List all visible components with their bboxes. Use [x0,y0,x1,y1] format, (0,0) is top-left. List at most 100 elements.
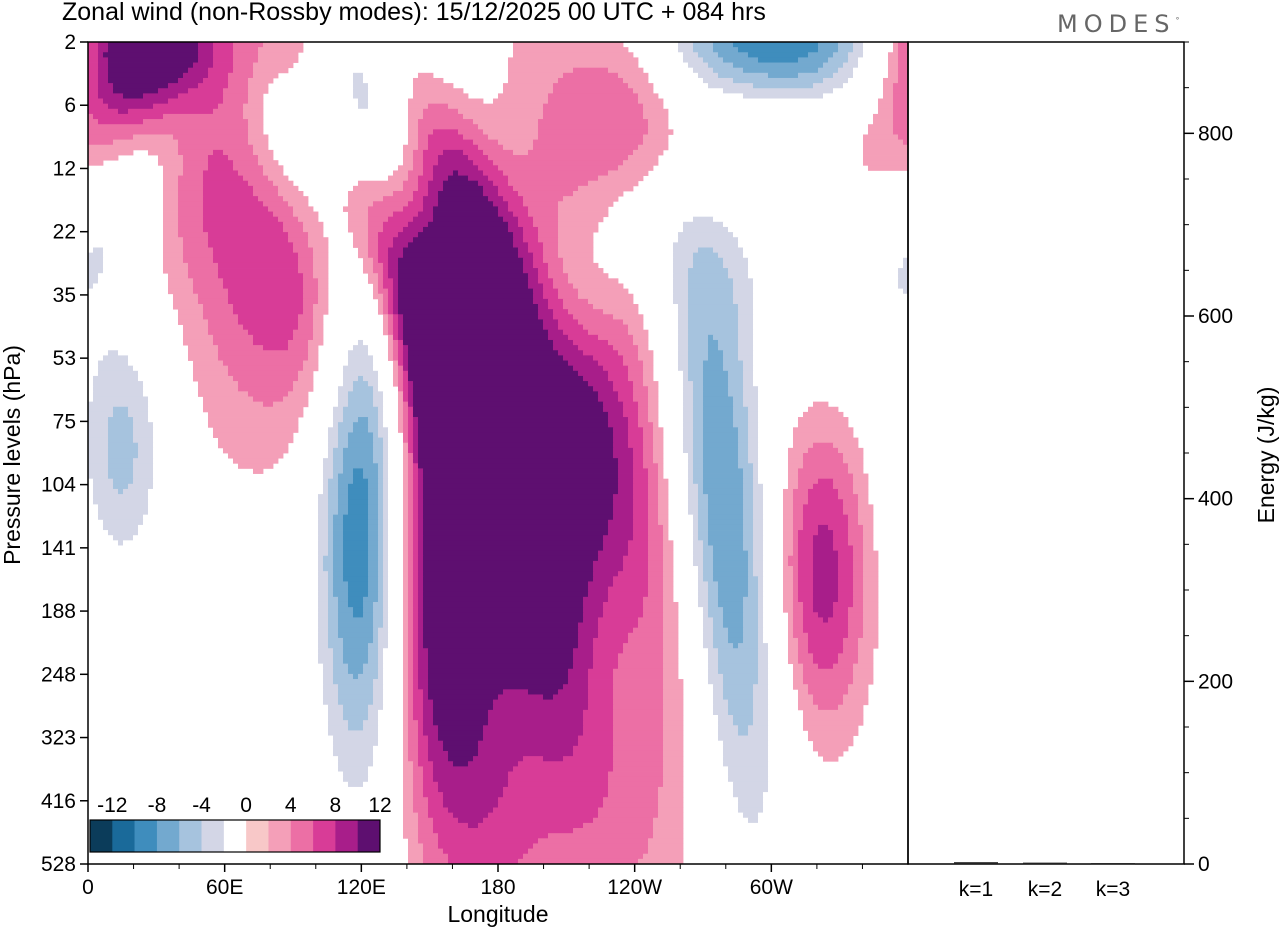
heatmap-cell [403,709,409,716]
heatmap-cell [408,170,424,176]
heatmap-cell [653,447,664,454]
heatmap-cell [788,560,799,567]
heatmap-cell [533,221,559,228]
heatmap-cell [333,98,359,105]
heatmap-cell [463,242,484,248]
heatmap-cell [633,488,649,495]
heatmap-cell [428,530,439,536]
heatmap-cell [633,386,649,392]
heatmap-cell [433,211,449,218]
heatmap-cell [98,77,109,84]
heatmap-cell [383,442,389,449]
heatmap-cell [808,637,844,644]
heatmap-cell [863,576,879,582]
heatmap-cell [423,453,429,459]
heatmap-cell [303,622,319,629]
heatmap-cell [308,679,324,685]
heatmap-cell [318,278,329,284]
y-tick-label: 528 [41,853,76,876]
heatmap-cell [733,643,739,649]
heatmap-cell [578,622,599,629]
heatmap-cell [758,437,769,444]
heatmap-cell [688,190,714,197]
heatmap-cell [473,160,494,166]
heatmap-cell [413,586,419,593]
heatmap-cell [423,550,429,557]
heatmap-cell [573,745,614,752]
heatmap-cell [403,735,409,742]
heatmap-cell [318,653,334,659]
heatmap-cell [398,422,404,428]
heatmap-cell [843,699,869,706]
heatmap-cell [543,103,644,110]
heatmap-cell [408,427,414,433]
heatmap-cell [328,632,339,639]
heatmap-cell [808,632,849,639]
heatmap-cell [793,427,854,433]
heatmap-cell [303,581,319,587]
heatmap-cell [753,519,764,526]
heatmap-cell [313,334,324,341]
heatmap-cell [673,278,689,284]
heatmap-cell [703,612,709,618]
heatmap-cell [758,643,769,649]
heatmap-cell [353,309,359,315]
heatmap-cell [663,745,684,752]
heatmap-cell [378,566,384,572]
heatmap-cell [788,632,794,639]
heatmap-cell [658,499,669,505]
heatmap-cell [313,247,329,254]
heatmap-cell [838,653,859,659]
heatmap-cell [348,499,369,505]
heatmap-cell [688,545,694,552]
heatmap-cell [88,88,99,94]
heatmap-cell [88,370,99,377]
heatmap-cell [243,324,299,331]
heatmap-cell [348,216,369,223]
heatmap-cell [898,72,909,79]
heatmap-cell [788,468,799,474]
heatmap-cell [88,221,134,228]
heatmap-cell [183,324,209,331]
heatmap-cell [98,278,129,284]
heatmap-cell [148,396,164,403]
heatmap-cell [313,314,324,320]
heatmap-cell [408,648,414,654]
heatmap-cell [373,365,384,372]
heatmap-cell [348,483,369,490]
heatmap-cell [418,375,524,382]
heatmap-cell [723,257,749,264]
heatmap-cell [688,458,694,464]
heatmap-cell [623,643,664,649]
heatmap-cell [663,555,674,562]
heatmap-cell [483,211,499,218]
heatmap-cell [793,514,804,521]
heatmap-cell [443,586,554,593]
heatmap-cell [383,453,389,459]
heatmap-cell [368,560,379,567]
heatmap-cell [848,514,859,521]
heatmap-cell [403,427,409,433]
heatmap-cell [808,684,849,690]
heatmap-cell [303,298,319,305]
heatmap-cell [328,591,334,598]
heatmap-cell [373,756,384,762]
heatmap-cell [748,817,759,824]
heatmap-cell [628,632,664,639]
heatmap-cell [538,268,549,274]
heatmap-cell [618,478,634,485]
heatmap-cell [668,319,679,325]
heatmap-cell [753,288,779,295]
heatmap-cell [408,668,414,675]
heatmap-cell [768,648,774,654]
heatmap-cell [323,781,349,788]
heatmap-cell [313,319,324,325]
heatmap-cell [328,627,339,634]
heatmap-cell [853,473,869,480]
heatmap-cell [413,643,419,649]
heatmap-cell [593,653,619,659]
heatmap-cell [368,509,379,516]
heatmap-cell [638,622,664,629]
heatmap-cell [418,463,424,469]
heatmap-cell [893,88,909,94]
